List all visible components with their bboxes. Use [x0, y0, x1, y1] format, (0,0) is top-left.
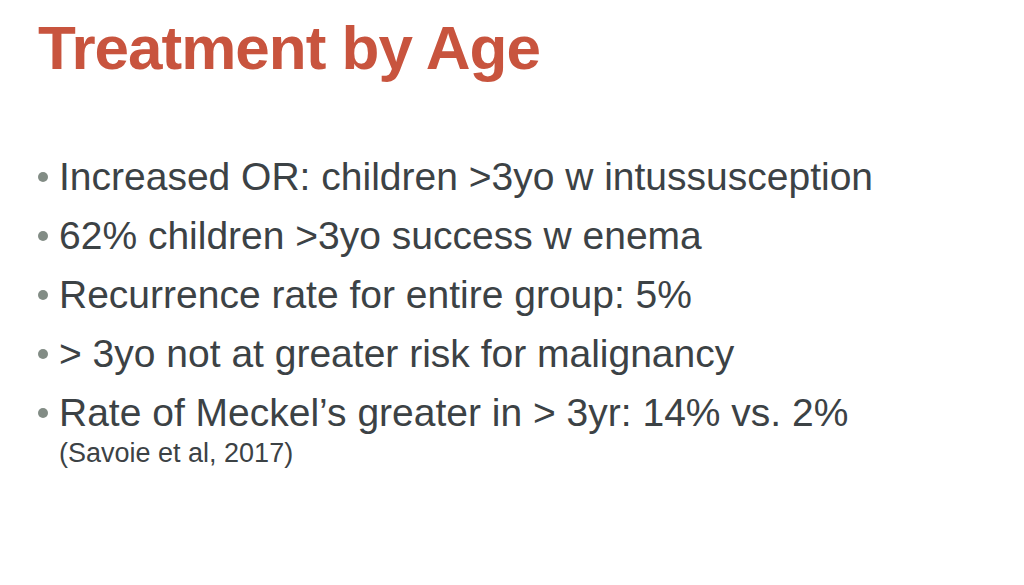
bullet-item: 62% children >3yo success w enema [38, 216, 1004, 255]
bullet-dot-icon [38, 290, 48, 300]
citation-note: (Savoie et al, 2017) [59, 438, 848, 468]
bullet-dot-icon [38, 231, 48, 241]
bullet-dot-icon [38, 408, 48, 418]
bullet-text: 62% children >3yo success w enema [59, 216, 702, 255]
bullet-list: Increased OR: children >3yo w intussusce… [38, 157, 1004, 488]
bullet-item: Increased OR: children >3yo w intussusce… [38, 157, 1004, 196]
bullet-dot-icon [38, 349, 48, 359]
bullet-item: Recurrence rate for entire group: 5% [38, 275, 1004, 314]
bullet-text: > 3yo not at greater risk for malignancy [59, 334, 734, 373]
bullet-text-group: Rate of Meckel’s greater in > 3yr: 14% v… [59, 393, 848, 468]
bullet-text: Recurrence rate for entire group: 5% [59, 275, 692, 314]
bullet-dot-icon [38, 172, 48, 182]
bullet-item: Rate of Meckel’s greater in > 3yr: 14% v… [38, 393, 1004, 468]
slide-title: Treatment by Age [38, 17, 540, 79]
bullet-text: Rate of Meckel’s greater in > 3yr: 14% v… [59, 391, 848, 434]
presentation-slide: Treatment by Age Increased OR: children … [0, 0, 1024, 585]
bullet-item: > 3yo not at greater risk for malignancy [38, 334, 1004, 373]
bullet-text: Increased OR: children >3yo w intussusce… [59, 157, 873, 196]
